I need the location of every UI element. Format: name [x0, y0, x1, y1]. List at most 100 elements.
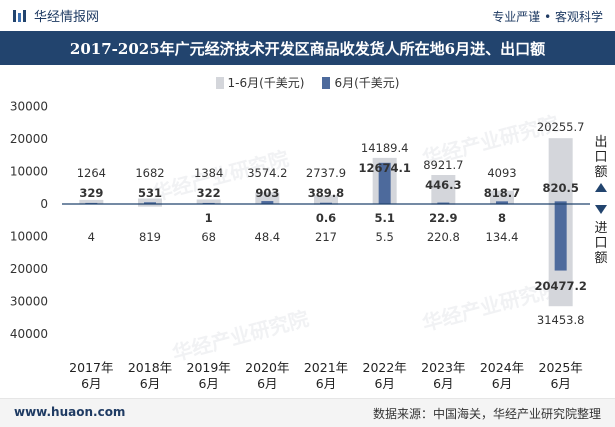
data-label-export-cumulative: 1682	[135, 166, 164, 180]
bar-export-cumulative	[79, 199, 104, 204]
data-label-import-monthly: 8	[498, 211, 506, 225]
bar-export-cumulative	[196, 199, 221, 204]
tagline: 专业严谨 • 客观科学	[492, 10, 603, 24]
data-label-export-monthly: 329	[79, 186, 103, 200]
side-label-export-char: 额	[594, 165, 607, 180]
data-label-export-cumulative: 1264	[77, 166, 106, 180]
bar-export-cumulative	[490, 190, 514, 204]
x-tick-label-month: 6月	[433, 376, 453, 391]
export-up-arrow-icon	[595, 183, 607, 192]
data-label-export-monthly: 903	[255, 186, 279, 200]
legend-swatch-monthly	[322, 76, 331, 89]
x-tick-label-month: 6月	[492, 376, 512, 391]
website-link[interactable]: www.huaon.com	[14, 405, 126, 419]
x-tick-label-month: 6月	[140, 376, 160, 391]
legend-label-monthly: 6月(千美元)	[334, 76, 400, 90]
data-label-import-monthly: 1	[205, 211, 213, 225]
chart-title: 2017-2025年广元经济技术开发区商品收发货人所在地6月进、出口额	[69, 40, 546, 58]
legend-item-monthly[interactable]: 6月(千美元)	[322, 74, 399, 91]
data-label-import-cumulative: 31453.8	[537, 313, 585, 327]
legend-item-cumulative[interactable]: 1-6月(千美元)	[215, 74, 305, 91]
bar-export-monthly	[496, 201, 508, 204]
data-label-export-cumulative: 14189.4	[361, 141, 409, 155]
data-label-export-monthly: 12674.1	[358, 161, 410, 175]
brand-name: 华经情报网	[34, 10, 100, 25]
bar-export-cumulative	[548, 138, 573, 204]
data-label-import-cumulative: 68	[201, 230, 216, 244]
bar-export-cumulative	[255, 192, 280, 204]
data-label-export-cumulative: 8921.7	[423, 158, 463, 172]
x-tick-label-year: 2021年	[304, 360, 348, 375]
bar-export-monthly	[554, 201, 567, 204]
bar-export-monthly	[144, 202, 156, 204]
bar-export-cumulative	[431, 175, 456, 204]
side-label-import-char: 额	[594, 251, 607, 266]
x-tick-label-month: 6月	[550, 376, 570, 391]
y-tick-label: 10000	[10, 165, 48, 179]
x-tick-label-month: 6月	[198, 376, 218, 391]
y-tick-label: 30000	[10, 100, 48, 114]
x-tick-label-year: 2023年	[421, 360, 465, 375]
data-label-import-cumulative: 220.8	[427, 230, 460, 244]
top-bar: 华经情报网 专业严谨 • 客观科学	[0, 0, 615, 30]
side-label-import-char: 口	[594, 236, 607, 251]
legend: 1-6月(千美元) 6月(千美元)	[0, 74, 615, 91]
data-label-import-monthly: 5.1	[374, 211, 394, 225]
side-label-export-char: 口	[594, 150, 607, 165]
data-label-export-monthly: 389.8	[308, 186, 344, 200]
bar-export-cumulative	[314, 195, 338, 204]
data-label-import-monthly: 22.9	[429, 211, 457, 225]
bar-export-monthly	[261, 201, 274, 204]
x-tick-label-month: 6月	[257, 376, 277, 391]
brand-logo-icon	[13, 9, 26, 22]
data-label-import-cumulative: 4	[88, 230, 95, 244]
data-label-export-monthly: 322	[197, 186, 221, 200]
bar-export-monthly	[378, 162, 391, 204]
x-tick-label-year: 2024年	[480, 360, 524, 375]
data-label-import-monthly: 0.6	[316, 211, 336, 225]
x-tick-label-month: 6月	[374, 376, 394, 391]
data-label-export-monthly: 446.3	[425, 178, 461, 192]
data-source: 数据来源：中国海关，华经产业研究院整理	[372, 407, 601, 421]
x-tick-label-year: 2017年	[69, 360, 113, 375]
data-label-export-cumulative: 20255.7	[537, 120, 585, 134]
title-bar: 2017-2025年广元经济技术开发区商品收发货人所在地6月进、出口额	[0, 31, 615, 65]
y-tick-label: 30000	[10, 295, 48, 309]
x-tick-label-year: 2025年	[539, 360, 583, 375]
y-tick-label: 20000	[10, 262, 48, 276]
data-label-export-monthly: 820.5	[542, 181, 578, 195]
bar-import-cumulative	[138, 204, 162, 207]
data-label-export-monthly: 818.7	[484, 186, 520, 200]
import-down-arrow-icon	[595, 205, 607, 214]
x-tick-label-month: 6月	[316, 376, 336, 391]
y-tick-label: 0	[40, 197, 48, 211]
y-tick-label: 10000	[10, 230, 48, 244]
bar-import-monthly	[554, 204, 567, 271]
y-tick-label: 20000	[10, 132, 48, 146]
data-label-import-cumulative: 819	[139, 230, 161, 244]
side-label-export-char: 出	[594, 135, 607, 150]
bar-export-cumulative	[138, 198, 162, 204]
bar-export-monthly	[320, 202, 332, 204]
data-label-import-cumulative: 134.4	[486, 230, 519, 244]
footer: www.huaon.com 数据来源：中国海关，华经产业研究院整理	[0, 398, 615, 427]
data-label-export-monthly: 531	[138, 186, 162, 200]
legend-swatch-cumulative	[215, 76, 224, 89]
data-label-export-cumulative: 1384	[194, 166, 223, 180]
y-tick-label: 40000	[10, 327, 48, 341]
data-label-export-cumulative: 4093	[487, 166, 516, 180]
x-tick-label-year: 2019年	[187, 360, 231, 375]
x-tick-label-year: 2022年	[363, 360, 407, 375]
data-label-import-cumulative: 217	[315, 230, 337, 244]
brand[interactable]: 华经情报网	[12, 6, 99, 25]
side-label-import-char: 进	[594, 221, 607, 236]
data-label-import-monthly: 20477.2	[534, 279, 586, 293]
x-tick-label-year: 2020年	[245, 360, 289, 375]
data-label-export-cumulative: 3574.2	[247, 166, 287, 180]
x-tick-label-year: 2018年	[128, 360, 172, 375]
legend-label-cumulative: 1-6月(千美元)	[227, 76, 305, 90]
data-label-import-cumulative: 48.4	[255, 230, 281, 244]
data-label-export-cumulative: 2737.9	[306, 166, 346, 180]
